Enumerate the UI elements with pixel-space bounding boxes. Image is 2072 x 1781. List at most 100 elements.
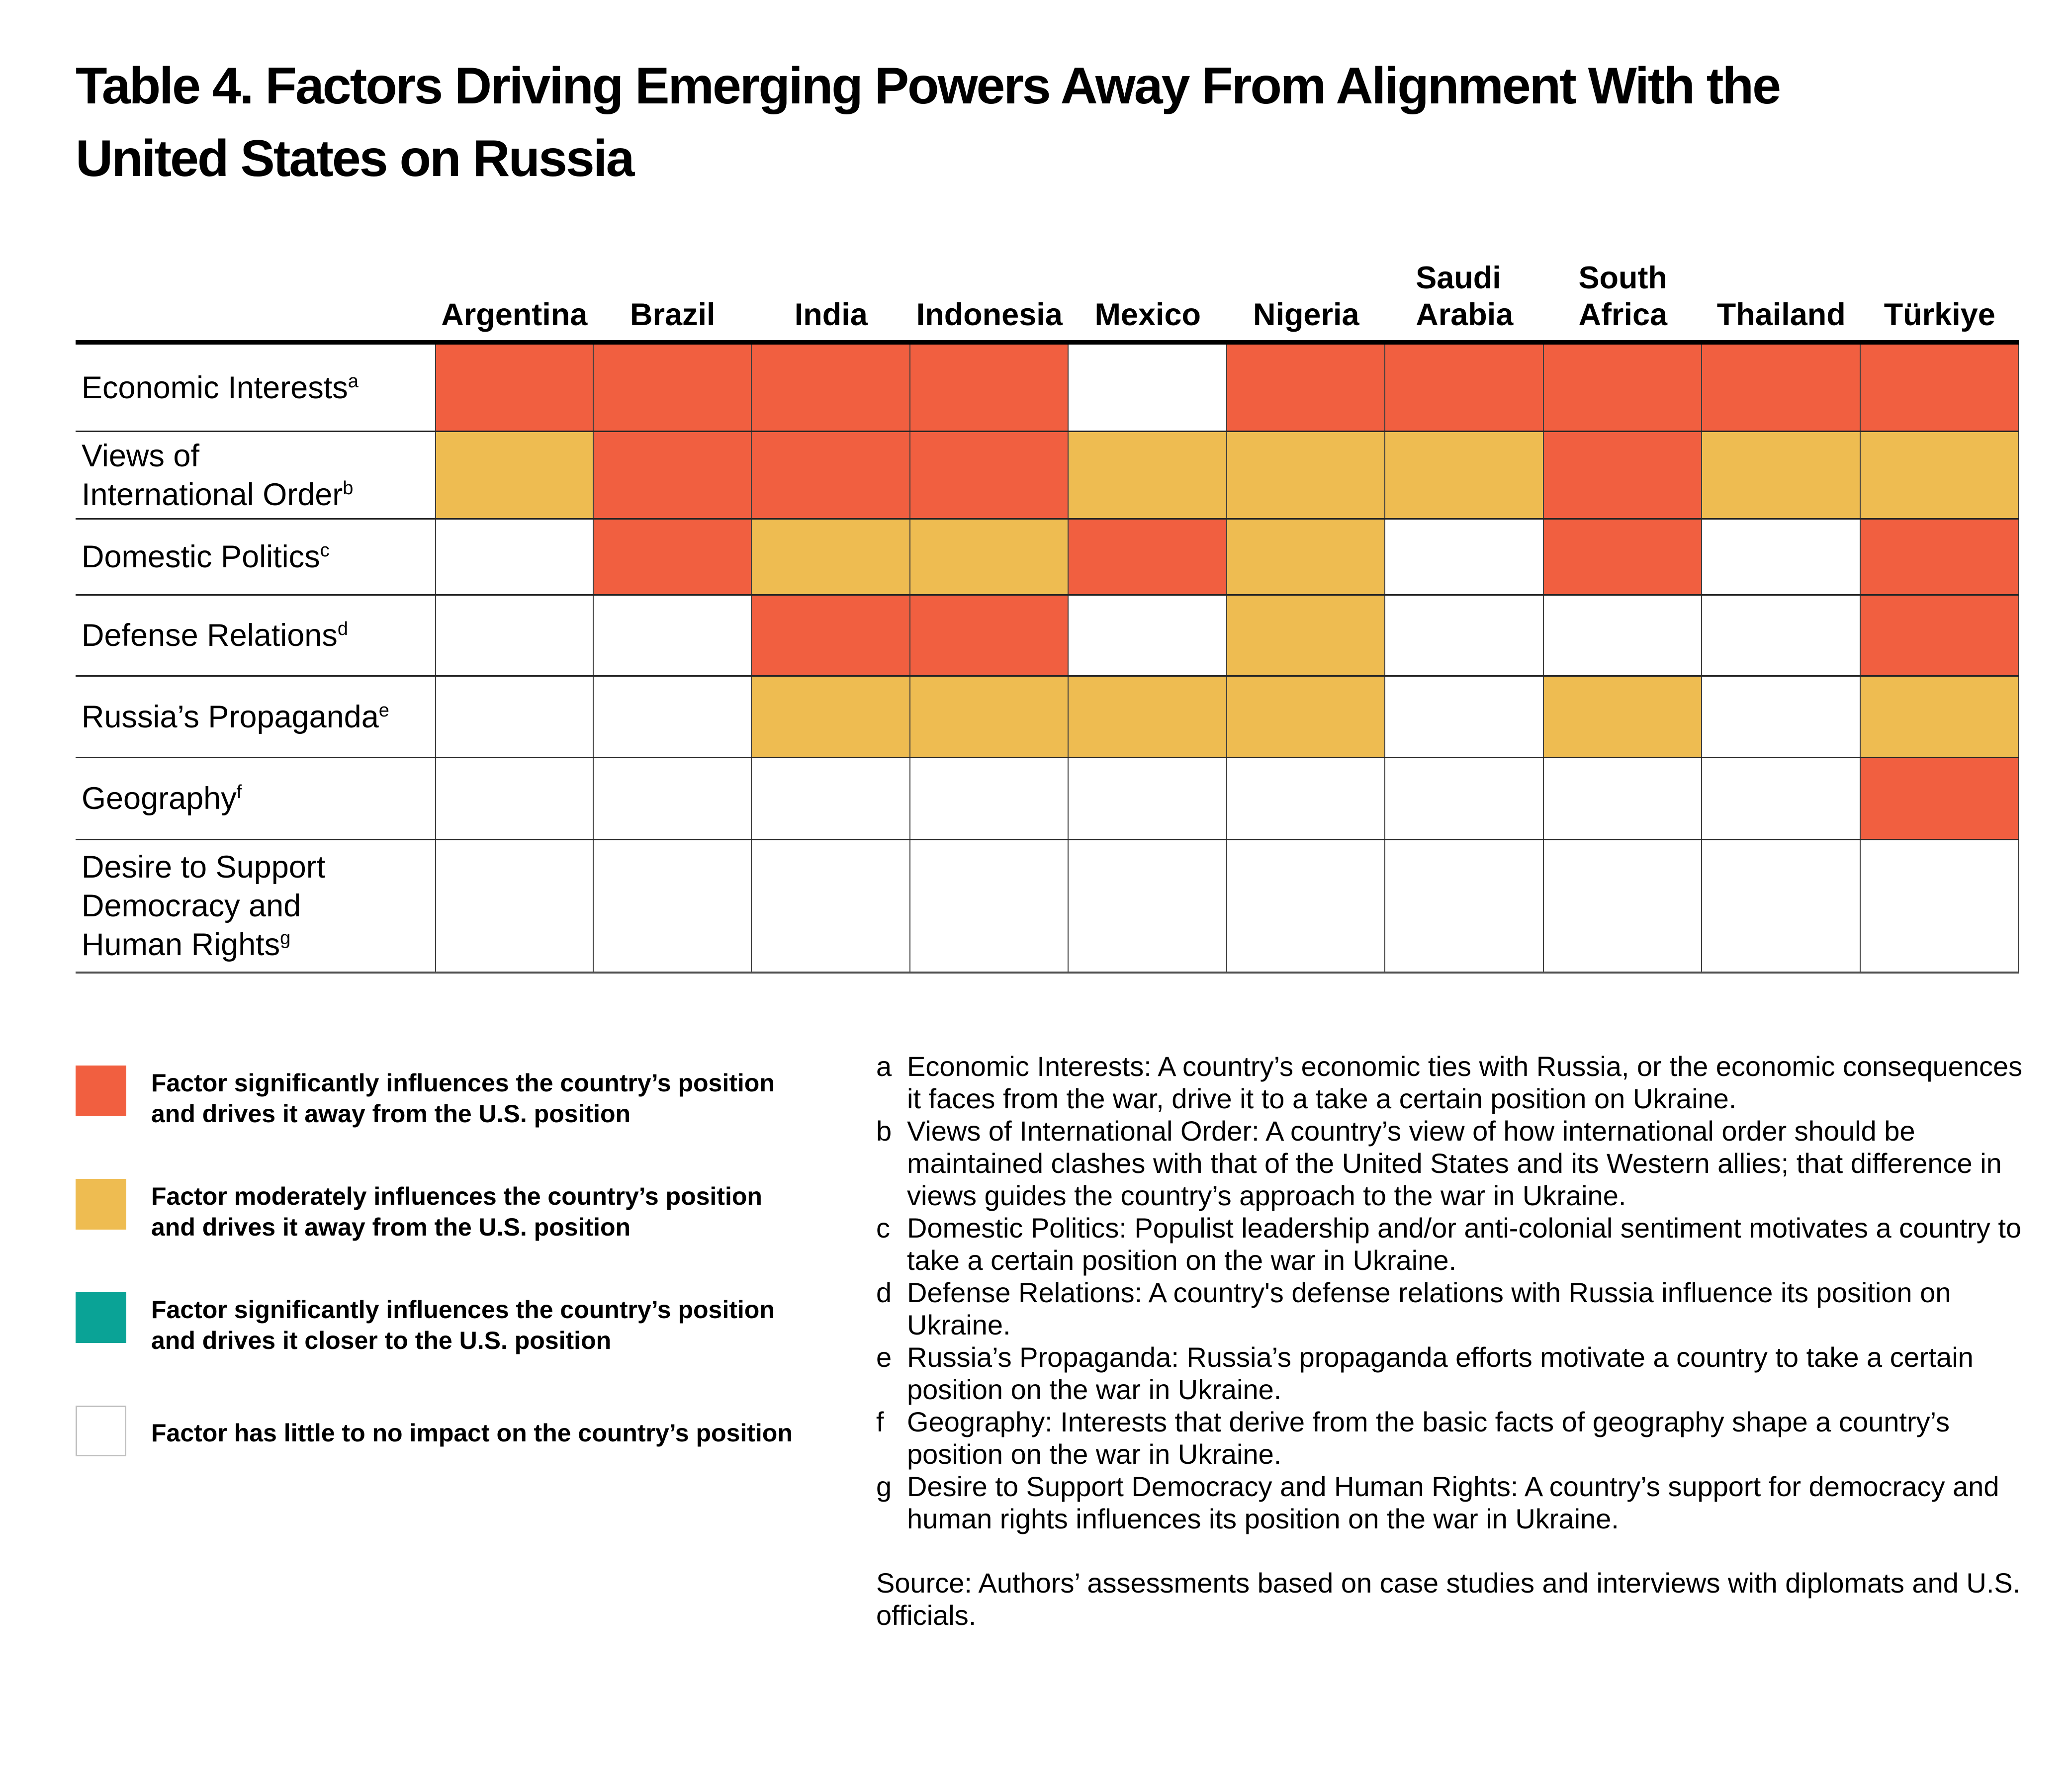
cell-india-d [752,596,910,675]
table-row-russia-s-propaganda: Russia’s Propagandae [76,677,2019,758]
cell-argentina-b [435,432,594,518]
cell-saudi-arabia-c [1385,520,1544,594]
row-label-text: Views of International Orderb [82,438,354,512]
column-header-text: Thailand [1716,297,1846,332]
column-header-text: South Africa [1578,261,1668,332]
row-label-views-of-international-order: Views of International Orderb [76,432,435,518]
row-label-text: Economic Interestsa [82,370,359,405]
footnote-f: f Geography: Interests that derive from t… [876,1406,2035,1470]
legend-item-none: Factor has little to no impact on the co… [76,1406,891,1456]
legend-swatch-none [76,1406,126,1456]
cell-south-africa-e [1543,677,1702,757]
column-header-argentina: Argentina [435,296,594,333]
cell-nigeria-f [1227,758,1385,839]
legend-swatch-significant-closer [76,1292,126,1343]
footnote-text: Domestic Politics: Populist leadership a… [907,1212,2022,1276]
legend: Factor significantly influences the coun… [76,1066,891,1506]
cell-south-africa-a [1543,345,1702,431]
cell-t-rkiye-e [1860,677,2019,757]
legend-item-moderate-away: Factor moderately influences the country… [76,1179,891,1243]
table-row-desire-to-support-democracy-and-human-rights: Desire to Support Democracy and Human Ri… [76,840,2019,972]
column-header-south-africa: South Africa [1544,260,1703,333]
footnote-text: Views of International Order: A country’… [907,1115,2002,1211]
row-label-geography: Geographyf [76,758,435,839]
footnote-marker: d [876,1277,892,1308]
row-label-footnote-marker: c [320,540,330,561]
table-row-domestic-politics: Domestic Politicsc [76,520,2019,596]
cell-argentina-a [435,345,594,431]
cell-argentina-c [435,520,594,594]
footnote-text: Geography: Interests that derive from th… [907,1406,1950,1470]
cell-india-e [752,677,910,757]
cell-brazil-g [593,840,752,972]
row-label-footnote-marker: b [343,477,354,499]
cell-south-africa-d [1543,596,1702,675]
footnote-marker: e [876,1341,892,1373]
cell-saudi-arabia-g [1385,840,1544,972]
legend-label: Factor moderately influences the country… [151,1182,762,1241]
row-label-text: Geographyf [82,781,242,816]
column-header-indonesia: Indonesia [910,296,1069,333]
footnote-c: c Domestic Politics: Populist leadership … [876,1212,2035,1276]
footnote-g: g Desire to Support Democracy and Human R… [876,1470,2035,1535]
cell-india-f [752,758,910,839]
column-header-brazil: Brazil [594,296,752,333]
footnote-list: a Economic Interests: A country’s economi… [876,1050,2035,1535]
row-label-footnote-marker: e [378,700,389,721]
cell-saudi-arabia-b [1385,432,1544,518]
table-row-defense-relations: Defense Relationsd [76,596,2019,677]
column-header-thailand: Thailand [1702,296,1861,333]
cell-t-rkiye-f [1860,758,2019,839]
cell-mexico-b [1069,432,1227,518]
factors-table: Argentina Brazil India Indonesia Mexico Niger… [76,234,2019,974]
row-label-footnote-marker: f [236,782,242,802]
cell-nigeria-c [1227,520,1385,594]
row-label-footnote-marker: a [348,370,359,392]
cell-south-africa-c [1543,520,1702,594]
cell-nigeria-g [1227,840,1385,972]
row-label-text: Desire to Support Democracy and Human Ri… [82,850,326,962]
column-header-text: Indonesia [916,297,1063,332]
cell-nigeria-d [1227,596,1385,675]
cell-nigeria-e [1227,677,1385,757]
cell-indonesia-a [910,345,1069,431]
cell-thailand-d [1702,596,1861,675]
cell-india-a [752,345,910,431]
cell-brazil-a [593,345,752,431]
footnote-marker: b [876,1115,892,1147]
table-header-row: Argentina Brazil India Indonesia Mexico Niger… [76,234,2019,340]
cell-mexico-g [1069,840,1227,972]
legend-item-significant-away: Factor significantly influences the coun… [76,1066,891,1129]
footnote-d: d Defense Relations: A country's defense … [876,1276,2035,1341]
footnote-e: e Russia’s Propaganda: Russia’s propagand… [876,1341,2035,1406]
cell-indonesia-g [910,840,1069,972]
cell-thailand-b [1702,432,1861,518]
cell-brazil-e [593,677,752,757]
cell-indonesia-b [910,432,1069,518]
legend-label: Factor significantly influences the coun… [151,1296,775,1354]
cell-saudi-arabia-e [1385,677,1544,757]
cell-argentina-g [435,840,594,972]
cell-mexico-f [1069,758,1227,839]
column-header-text: Saudi Arabia [1416,261,1514,332]
cell-thailand-a [1702,345,1861,431]
cell-brazil-b [593,432,752,518]
cell-thailand-f [1702,758,1861,839]
source-note: Source: Authors’ assessments based on ca… [876,1567,2021,1631]
cell-thailand-e [1702,677,1861,757]
cell-mexico-a [1069,345,1227,431]
table-title: Table 4. Factors Driving Emerging Powers… [76,57,1781,187]
cell-t-rkiye-d [1860,596,2019,675]
cell-brazil-d [593,596,752,675]
footnote-text: Russia’s Propaganda: Russia’s propaganda… [907,1341,1974,1405]
row-label-economic-interests: Economic Interestsa [76,345,435,431]
cell-indonesia-f [910,758,1069,839]
column-header-saudi-arabia: Saudi Arabia [1385,260,1544,333]
cell-thailand-c [1702,520,1861,594]
cell-argentina-e [435,677,594,757]
cell-indonesia-c [910,520,1069,594]
cell-mexico-e [1069,677,1227,757]
footnote-marker: f [876,1406,884,1437]
footnotes: a Economic Interests: A country’s economi… [876,1050,2035,1631]
column-header-mexico: Mexico [1069,296,1227,333]
